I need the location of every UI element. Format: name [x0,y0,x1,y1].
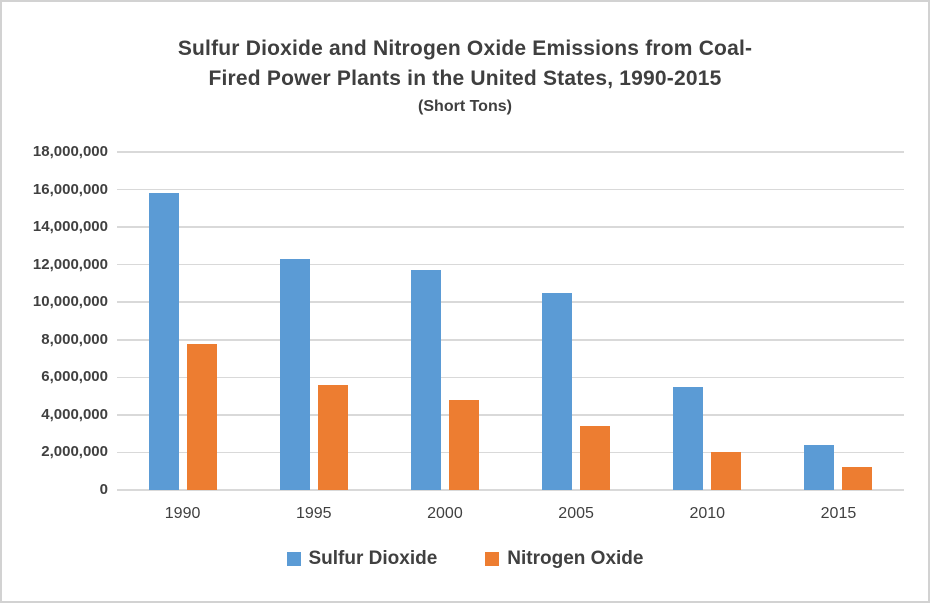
legend-swatch-icon [485,552,500,566]
legend: Sulfur Dioxide Nitrogen Oxide [2,548,928,570]
y-tick-label: 12,000,000 [32,255,108,273]
legend-swatch-icon [286,552,301,566]
bar-sulfur-dioxide-1990 [148,193,179,490]
bar-group-1995 [248,152,379,490]
gridline [117,489,904,491]
y-tick-label: 6,000,000 [41,368,108,386]
bar-sulfur-dioxide-2010 [673,386,704,490]
bar-groups [117,152,904,490]
gridline [117,301,904,303]
bar-nitrogen-oxide-2010 [711,452,742,490]
chart-subtitle: (Short Tons) [418,98,512,115]
gridline [117,226,904,228]
gridline [117,414,904,416]
bar-nitrogen-oxide-2000 [448,399,479,490]
bar-group-1990 [117,152,248,490]
gridline [117,263,904,266]
legend-label: Sulfur Dioxide [308,548,438,569]
x-axis-tick-labels: 1990 1995 2000 2005 2010 2015 [117,505,904,523]
x-tick-label-2000: 2000 [427,505,463,522]
gridline [117,376,904,379]
y-tick-label: 8,000,000 [41,330,108,348]
chart-title: Sulfur Dioxide and Nitrogen Oxide Emissi… [2,34,928,120]
x-tick-label-2010: 2010 [689,505,726,522]
bar-group-2015 [773,152,904,490]
chart-title-line-1: Sulfur Dioxide and Nitrogen Oxide Emissi… [177,37,753,60]
legend-item-nitrogen-oxide: Nitrogen Oxide [485,548,643,570]
bar-sulfur-dioxide-2015 [804,444,835,490]
gridline [117,451,904,454]
bar-nitrogen-oxide-2015 [842,467,873,490]
bar-group-2010 [642,152,773,490]
y-tick-label: 16,000,000 [32,180,108,198]
y-tick-label: 4,000,000 [41,405,108,423]
y-tick-label: 10,000,000 [32,293,108,311]
chart-title-line-2: Fired Power Plants in the United States,… [208,67,722,90]
plot-area [117,151,904,491]
y-tick-label: 0 [99,481,108,498]
y-axis-tick-labels: 0 2,000,000 4,000,000 6,000,000 8,000,000 10,… [8,143,108,498]
x-tick-label-2005: 2005 [558,505,594,522]
bar-sulfur-dioxide-1995 [279,259,310,490]
gridline [117,151,904,153]
legend-label: Nitrogen Oxide [507,548,644,569]
bar-sulfur-dioxide-2005 [542,292,573,490]
x-tick-label-1995: 1995 [295,505,332,522]
bar-nitrogen-oxide-1995 [317,384,348,490]
bar-nitrogen-oxide-2005 [580,426,611,490]
gridline [117,188,904,191]
bar-group-2000 [379,152,510,490]
bar-sulfur-dioxide-2000 [410,270,441,490]
bar-group-2005 [511,152,642,490]
x-tick-label-1990: 1990 [164,505,201,522]
y-tick-label: 18,000,000 [32,143,108,160]
y-tick-label: 2,000,000 [41,443,108,461]
legend-item-sulfur-dioxide: Sulfur Dioxide [286,548,438,570]
bar-nitrogen-oxide-1990 [186,343,217,490]
gridline [117,339,904,341]
y-tick-label: 14,000,000 [32,218,108,236]
x-tick-label-2015: 2015 [820,505,857,522]
